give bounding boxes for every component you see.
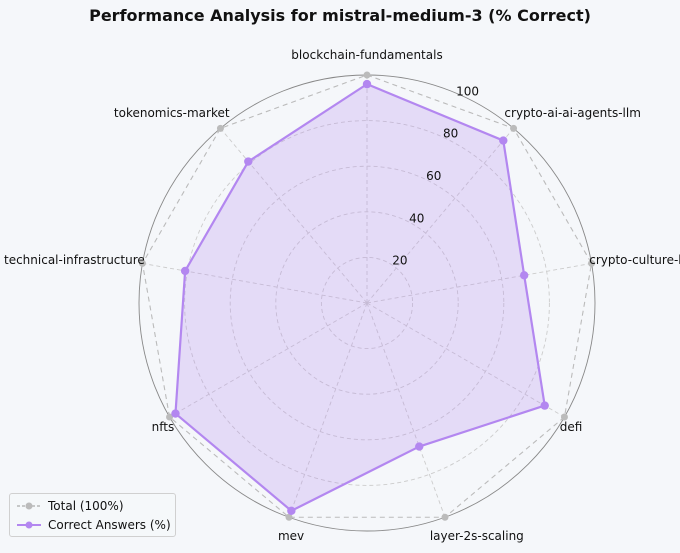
data-point-total [285,513,293,521]
data-point-correct [540,401,549,410]
grid-circle-20 [320,256,414,350]
data-point-correct [519,271,529,280]
data-point-total [363,71,371,79]
category-label: blockchain-fundamentals [291,48,442,62]
radial-tick-label: 80 [443,127,458,141]
grid-spoke [366,128,514,304]
grid-spoke [142,262,368,304]
data-point-total [588,259,596,267]
data-point-total [560,413,568,421]
category-label: tokenomics-market [114,106,230,120]
category-label: technical-infrastructure [4,253,145,267]
grid-layer [138,74,596,532]
data-point-correct [287,506,296,516]
data-point-correct [180,266,190,276]
radial-tick-label: 60 [426,169,441,183]
grid-spoke [366,262,592,304]
legend-label-correct: Correct Answers (%) [48,518,171,532]
series-area-correct [175,84,545,511]
grid-spoke [366,302,565,418]
grid-circle-80 [184,120,550,486]
data-point-total [510,124,518,132]
category-label: crypto-culture-history [589,253,680,267]
data-point-correct [244,157,253,166]
category-label: defi [560,420,583,434]
data-point-total [216,124,224,132]
series-line-correct [174,83,546,512]
category-label: mev [278,529,304,543]
radial-tick-label: 40 [409,211,424,225]
grid-spoke [288,302,368,518]
data-point-correct [499,136,508,145]
radial-tick-label: 20 [392,254,407,268]
radial-tick-label: 100 [456,84,479,98]
label-layer: blockchain-fundamentals crypto-ai-ai-agen… [4,48,680,543]
data-point-total [166,413,174,421]
legend-marker-total [17,502,41,510]
legend-item-correct: Correct Answers (%) [16,516,171,534]
category-label: layer-2s-scaling [430,529,524,543]
grid-spoke [220,128,368,304]
data-point-total [138,259,146,267]
legend-marker-correct [17,521,41,529]
data-point-correct [171,409,180,418]
chart-title: Performance Analysis for mistral-medium-… [89,6,591,25]
grid-spoke [169,302,368,418]
category-label: nfts [152,420,175,434]
data-point-correct [362,79,372,89]
legend-label-total: Total (100%) [48,499,124,513]
legend-item-total: Total (100%) [16,497,124,515]
legend: Total (100%) Correct Answers (%) [9,493,176,537]
grid-spoke [366,302,446,518]
category-label: crypto-ai-ai-agents-llm [504,106,641,120]
data-point-correct [415,442,424,451]
total-series-layer [138,71,596,521]
data-point-total [441,513,449,521]
correct-series-layer [171,79,549,516]
